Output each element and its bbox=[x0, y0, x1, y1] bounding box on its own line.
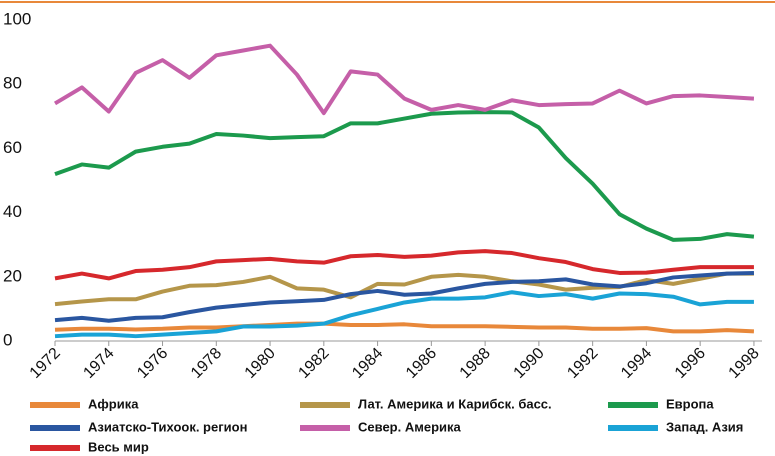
x-tick-label: 1974 bbox=[80, 345, 117, 382]
legend-label: Африка bbox=[88, 396, 139, 411]
legend-label: Запад. Азия bbox=[666, 419, 743, 434]
x-tick-label: 1980 bbox=[242, 345, 279, 382]
x-tick-label: 1976 bbox=[134, 345, 171, 382]
x-tick-label: 1986 bbox=[403, 345, 440, 382]
series-line bbox=[54, 321, 755, 334]
series-line bbox=[54, 271, 754, 307]
series-line bbox=[54, 110, 755, 242]
x-tick-label: 1982 bbox=[295, 345, 332, 382]
legend-label: Север. Америка bbox=[358, 419, 462, 434]
y-tick-label: 0 bbox=[3, 330, 12, 349]
x-tick-label: 1996 bbox=[672, 345, 709, 382]
legend-label: Весь мир bbox=[88, 439, 149, 454]
x-tick-label: 1992 bbox=[564, 345, 601, 382]
series-line bbox=[54, 290, 754, 339]
series-line bbox=[54, 249, 754, 281]
y-tick-label: 20 bbox=[3, 266, 22, 285]
series-line bbox=[53, 43, 755, 116]
legend-label: Европа bbox=[666, 396, 714, 411]
x-tick-label: 1994 bbox=[618, 345, 655, 382]
y-tick-label: 60 bbox=[3, 138, 22, 157]
y-tick-label: 80 bbox=[3, 74, 22, 93]
legend-label: Азиатско-Тихоок. регион bbox=[88, 419, 247, 434]
x-tick-label: 1984 bbox=[349, 345, 386, 382]
y-tick-label: 100 bbox=[3, 9, 31, 28]
x-tick-label: 1978 bbox=[188, 345, 225, 382]
legend-label: Лат. Америка и Карибск. басс. bbox=[358, 396, 552, 411]
series-line bbox=[54, 270, 754, 323]
y-tick-label: 40 bbox=[3, 202, 22, 221]
x-tick-label: 1998 bbox=[726, 345, 763, 382]
x-tick-label: 1988 bbox=[457, 345, 494, 382]
x-tick-label: 1972 bbox=[27, 345, 64, 382]
x-tick-label: 1990 bbox=[511, 345, 548, 382]
